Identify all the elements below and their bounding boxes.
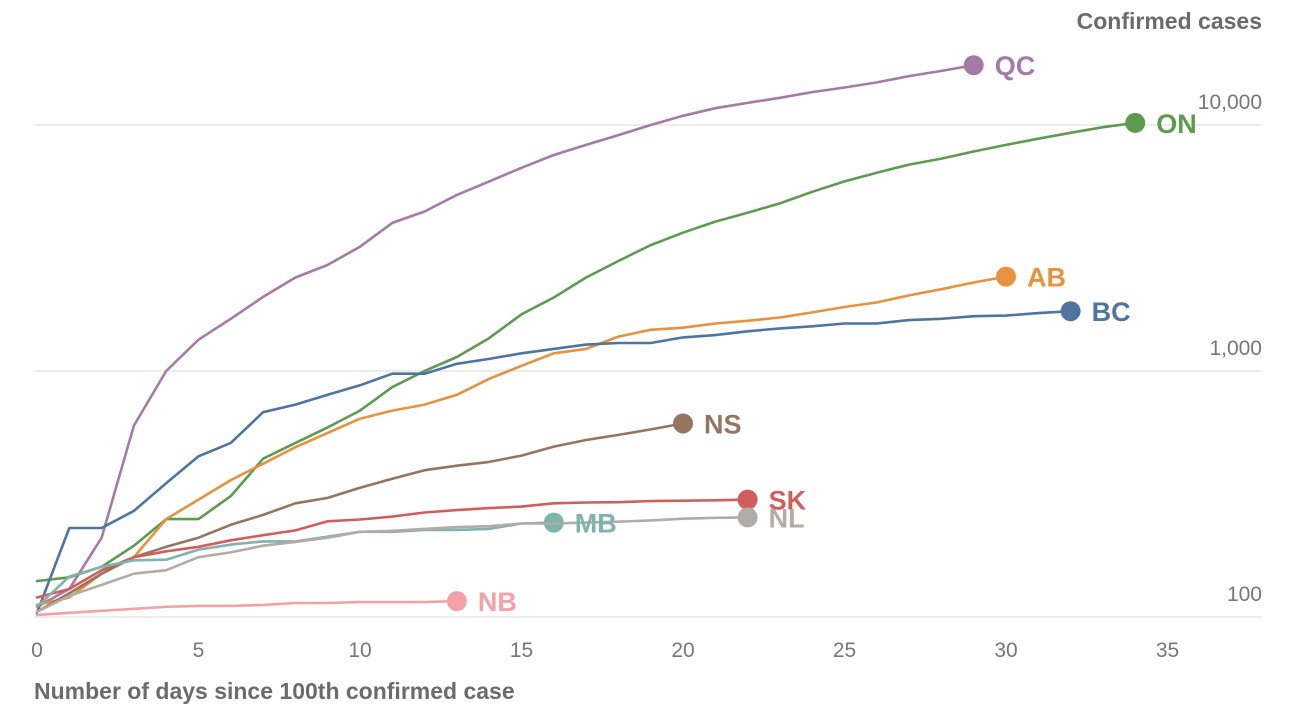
x-tick-label-15: 15	[510, 639, 533, 662]
series-lines	[35, 55, 1146, 617]
y-axis-title: Confirmed cases	[1077, 8, 1262, 34]
x-tick-label-10: 10	[348, 639, 371, 662]
series-line-on	[35, 121, 1137, 583]
y-tick-label-100: 100	[1227, 583, 1262, 606]
y-tick-label-1000: 1,000	[1209, 337, 1262, 360]
series-end-labels: QC ON AB BC NS SK MB NL NB	[478, 51, 1197, 617]
series-line-sk	[35, 498, 749, 599]
x-axis-ticks: 0 5 10 15 20 25 30 35	[31, 639, 1179, 662]
series-line-mb	[35, 521, 556, 609]
series-label-bc: BC	[1092, 297, 1131, 327]
x-tick-label-30: 30	[994, 639, 1017, 662]
series-label-nl: NL	[769, 503, 805, 533]
series-end-marker-qc	[963, 55, 984, 76]
x-tick-label-5: 5	[193, 639, 205, 662]
series-line-ab	[35, 275, 1008, 607]
x-tick-label-20: 20	[671, 639, 694, 662]
x-tick-label-35: 35	[1156, 639, 1179, 662]
series-end-marker-bc	[1060, 301, 1081, 322]
y-tick-label-10000: 10,000	[1198, 91, 1262, 114]
x-tick-label-25: 25	[833, 639, 856, 662]
series-label-nb: NB	[478, 587, 517, 617]
series-label-on: ON	[1156, 109, 1197, 139]
series-end-marker-on	[1125, 112, 1146, 133]
series-line-nb	[35, 599, 459, 617]
series-label-sk: SK	[769, 486, 807, 516]
series-end-marker-ab	[996, 266, 1016, 287]
series-end-marker-sk	[737, 489, 758, 510]
series-label-ab: AB	[1027, 263, 1066, 293]
x-tick-label-0: 0	[31, 639, 43, 662]
series-line-qc	[35, 63, 976, 609]
series-end-marker-ns	[673, 413, 693, 434]
series-end-marker-nl	[737, 507, 758, 528]
series-line-nl	[35, 516, 749, 614]
series-label-ns: NS	[704, 409, 742, 439]
series-end-marker-nb	[446, 591, 467, 612]
series-line-ns	[35, 422, 685, 614]
series-label-qc: QC	[995, 51, 1035, 81]
series-label-mb: MB	[575, 509, 617, 539]
x-axis-title: Number of days since 100th confirmed cas…	[34, 678, 515, 704]
series-line-bc	[35, 309, 1072, 615]
y-axis-ticks: 100 1,000 10,000	[1198, 91, 1262, 606]
